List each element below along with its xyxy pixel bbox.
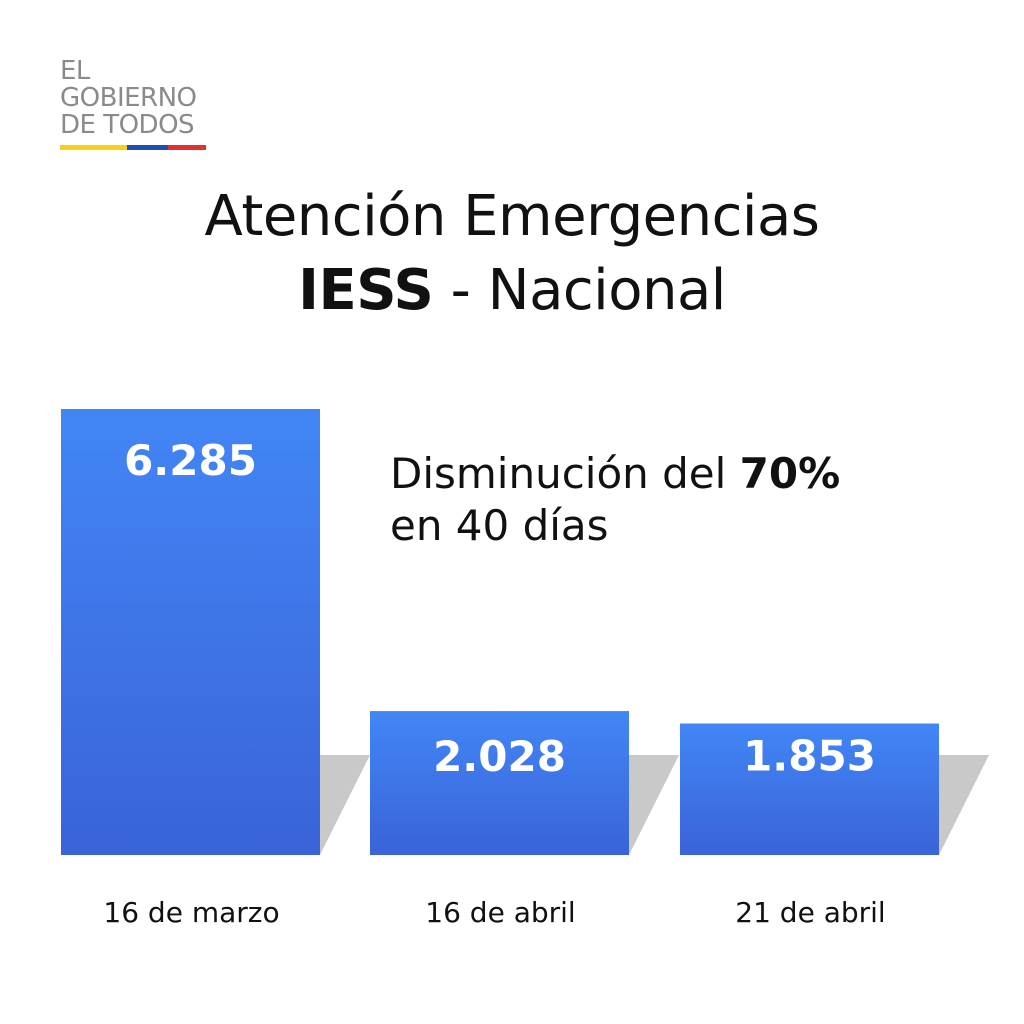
bar-3 bbox=[680, 723, 939, 855]
logo-stripe-yellow bbox=[60, 145, 128, 150]
logo-stripe-red bbox=[168, 145, 206, 150]
logo: EL GOBIERNO DE TODOS bbox=[60, 58, 208, 150]
bar-value-label: 2.028 bbox=[433, 732, 566, 781]
category-label: 16 de abril bbox=[425, 896, 575, 929]
logo-flag-stripe bbox=[60, 145, 206, 150]
decrease-percent: 70% bbox=[739, 449, 841, 498]
category-labels: 16 de marzo 16 de abril 21 de abril bbox=[103, 896, 885, 929]
bar-value-label: 6.285 bbox=[124, 436, 257, 485]
chart-title-line-2: IESS - Nacional bbox=[0, 258, 1024, 323]
bar-shadow bbox=[320, 755, 370, 855]
category-label: 21 de abril bbox=[735, 896, 885, 929]
category-label: 16 de marzo bbox=[103, 896, 279, 929]
decrease-note-line-1: Disminución del 70% bbox=[390, 448, 840, 500]
bars bbox=[61, 409, 939, 855]
bar-shadows bbox=[320, 755, 989, 855]
logo-line-2: GOBIERNO bbox=[60, 83, 197, 113]
bar-shadow bbox=[939, 755, 989, 855]
decrease-note-prefix: Disminución del bbox=[390, 449, 740, 498]
logo-stripe-blue bbox=[127, 145, 169, 150]
logo-line-3: DE TODOS bbox=[60, 110, 195, 140]
decrease-note: Disminución del 70% en 40 días bbox=[390, 448, 840, 552]
chart-title-line-1: Atención Emergencias bbox=[204, 184, 820, 249]
chart-title-nacional: - Nacional bbox=[433, 258, 727, 323]
bar-shadow bbox=[629, 755, 679, 855]
decrease-note-line-2: en 40 días bbox=[390, 501, 609, 550]
bar-1 bbox=[61, 409, 320, 855]
logo-line-1: EL bbox=[60, 56, 90, 86]
value-labels: 6.285 2.028 1.853 bbox=[124, 436, 876, 781]
bar-2 bbox=[370, 711, 629, 855]
bar-value-label: 1.853 bbox=[743, 732, 876, 781]
chart-title-iess: IESS bbox=[298, 258, 434, 323]
